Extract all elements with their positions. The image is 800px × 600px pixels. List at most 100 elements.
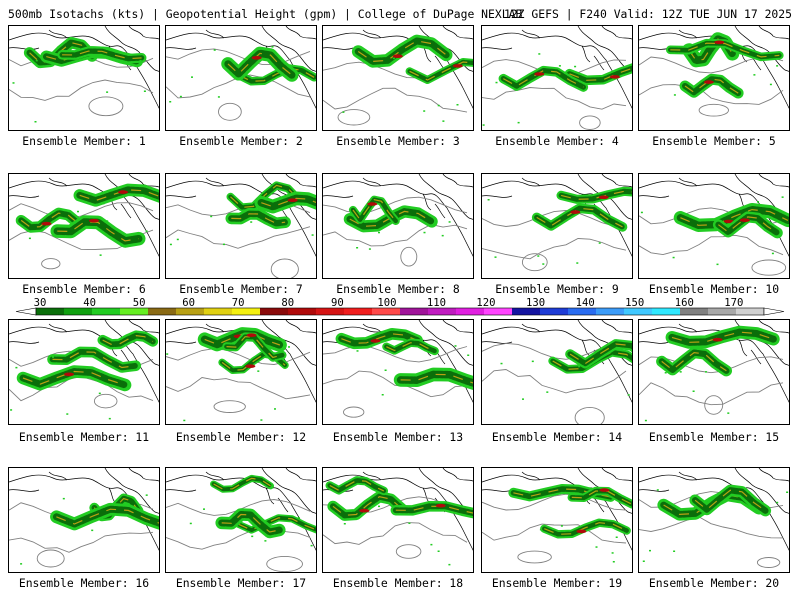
colorbar-swatch [288,308,317,315]
ensemble-member-label: Ensemble Member: 17 [175,576,307,590]
colorbar-swatch [428,308,457,315]
isotach-map [323,174,473,267]
colorbar-swatch [344,308,373,315]
colorbar-tick-label: 70 [231,297,245,309]
ensemble-member-map [638,467,790,573]
ensemble-member-label: Ensemble Member: 16 [18,576,150,590]
isotach-map [9,320,159,420]
ensemble-member-label: Ensemble Member: 7 [179,282,303,296]
ensemble-member-label: Ensemble Member: 12 [175,430,307,444]
colorbar-swatch [316,308,345,315]
ensemble-member-label: Ensemble Member: 14 [491,430,623,444]
colorbar-swatch [708,308,737,315]
ensemble-member-map [322,173,474,279]
isotach-map [639,468,789,568]
isotach-colorbar [15,307,785,316]
ensemble-member-map [481,319,633,425]
colorbar-swatch [652,308,681,315]
isotach-map [166,26,316,121]
isotach-map [166,174,316,278]
ensemble-member-map [638,173,790,279]
ensemble-member-map [165,319,317,425]
colorbar-swatch [568,308,597,315]
colorbar-tick-label: 100 [377,297,397,309]
ensemble-member-map [481,467,633,573]
colorbar-swatch [512,308,541,315]
ensemble-member-map [8,173,160,279]
colorbar-tick-label: 170 [724,297,744,309]
colorbar-swatch [596,308,625,315]
ensemble-member-map [8,25,160,131]
ensemble-member-map [8,319,160,425]
colorbar-swatch [148,308,177,315]
ensemble-member-map [165,25,317,131]
isotach-map [166,320,316,422]
isotach-map [9,174,159,270]
ensemble-member-label: Ensemble Member: 6 [22,282,146,296]
ensemble-member-map [481,173,633,279]
colorbar-swatch [680,308,709,315]
ensemble-member-map [638,319,790,425]
colorbar-swatch [456,308,485,315]
isotach-map [9,468,159,568]
colorbar-tick-label: 80 [281,297,295,309]
colorbar-tick-label: 40 [83,297,96,309]
ensemble-member-label: Ensemble Member: 11 [18,430,150,444]
colorbar-swatch [64,308,93,315]
colorbar-swatch [232,308,261,315]
ensemble-member-label: Ensemble Member: 19 [491,576,623,590]
colorbar-tick-label: 160 [674,297,694,309]
isotach-map [166,468,316,572]
colorbar-swatch [120,308,149,315]
colorbar-tick-label: 60 [182,297,196,309]
colorbar-tick-label: 120 [476,297,496,309]
colorbar-tick-label: 130 [526,297,546,309]
colorbar-tick-label: 140 [575,297,595,309]
ensemble-member-label: Ensemble Member: 1 [22,134,146,148]
ensemble-member-label: Ensemble Member: 10 [648,282,780,296]
colorbar-tick-label: 30 [33,297,47,309]
ensemble-member-label: Ensemble Member: 2 [179,134,303,148]
header-title: 500mb Isotachs (kts) | Geopotential Heig… [8,7,523,21]
ensemble-member-map [165,173,317,279]
colorbar-swatch [204,308,233,315]
colorbar-swatch [372,308,401,315]
colorbar-tick-label: 90 [331,297,344,309]
colorbar-swatch [400,308,429,315]
colorbar-swatch [260,308,289,315]
isotach-map [9,26,159,123]
ensemble-member-map [322,467,474,573]
isotach-map [323,26,473,126]
isotach-map [482,468,632,564]
isotach-map [482,26,632,130]
ensemble-member-label: Ensemble Member: 5 [652,134,776,148]
header-run-info: 12Z GEFS | F240 Valid: 12Z TUE JUN 17 20… [503,7,792,21]
colorbar-tick-label: 50 [132,297,146,309]
isotach-map [639,174,789,276]
colorbar-tick-label: 150 [625,297,645,309]
ensemble-member-label: Ensemble Member: 15 [648,430,780,444]
ensemble-member-label: Ensemble Member: 18 [332,576,464,590]
isotach-map [482,320,632,424]
isotach-map [639,320,789,422]
colorbar-swatch [176,308,205,315]
ensemble-member-map [322,319,474,425]
ensemble-member-label: Ensemble Member: 3 [336,134,460,148]
isotach-map [323,468,473,566]
colorbar-swatch [624,308,653,315]
colorbar-swatch [540,308,569,315]
ensemble-member-label: Ensemble Member: 4 [495,134,619,148]
ensemble-member-label: Ensemble Member: 9 [495,282,619,296]
colorbar-swatch [484,308,513,315]
ensemble-member-map [322,25,474,131]
ensemble-member-map [481,25,633,131]
ensemble-member-map [638,25,790,131]
isotach-map [482,174,632,272]
colorbar-swatch [92,308,121,315]
chart-header: 500mb Isotachs (kts) | Geopotential Heig… [8,6,792,22]
ensemble-member-map [8,467,160,573]
colorbar-swatch [736,308,765,315]
colorbar-tick-label: 110 [426,297,447,309]
ensemble-member-label: Ensemble Member: 8 [336,282,460,296]
colorbar-swatch [36,308,65,315]
